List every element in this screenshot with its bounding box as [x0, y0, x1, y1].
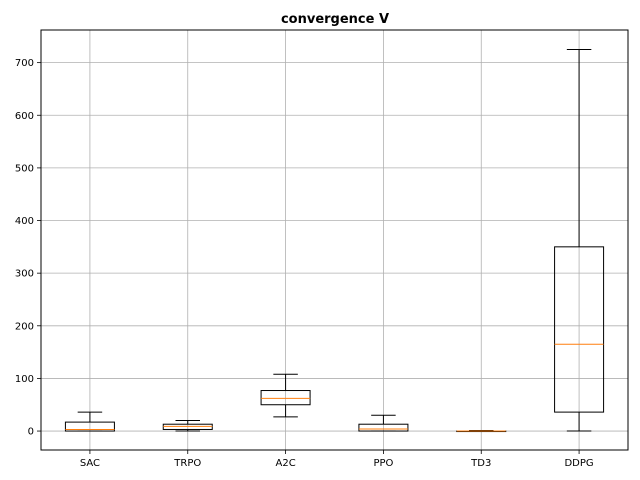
box-ppo — [358, 414, 409, 432]
box-iqr — [358, 423, 409, 432]
x-tick-label: PPO — [373, 458, 393, 469]
plot-frame — [40, 29, 629, 451]
chart-title: convergence V — [281, 12, 389, 27]
x-tick-label: DDPG — [564, 458, 593, 469]
box-ddpg — [554, 48, 605, 432]
y-tick-label: 400 — [15, 216, 34, 227]
y-tick-label: 0 — [28, 427, 34, 438]
y-tick-label: 700 — [15, 58, 34, 69]
y-axis: 0 100 200 300 400 500 600 700 — [15, 58, 41, 438]
x-tick-label: TD3 — [470, 458, 491, 469]
grid-lines — [41, 30, 628, 450]
box-iqr — [162, 423, 213, 430]
box-trpo — [162, 420, 213, 432]
box-a2c — [260, 373, 311, 418]
x-axis: SAC TRPO A2C PPO TD3 DDPG — [80, 450, 594, 469]
y-tick-label: 200 — [15, 321, 34, 332]
box-sac — [64, 411, 115, 432]
x-tick-label: A2C — [275, 458, 295, 469]
boxes — [64, 48, 605, 433]
y-tick-label: 500 — [15, 163, 34, 174]
box-iqr — [260, 390, 311, 406]
y-tick-label: 300 — [15, 269, 34, 280]
y-tick-label: 100 — [15, 374, 34, 385]
box-iqr — [64, 421, 115, 432]
x-tick-label: TRPO — [173, 458, 201, 469]
y-tick-label: 600 — [15, 111, 34, 122]
box-td3 — [456, 430, 507, 433]
x-tick-label: SAC — [80, 458, 100, 469]
box-iqr — [554, 246, 605, 413]
